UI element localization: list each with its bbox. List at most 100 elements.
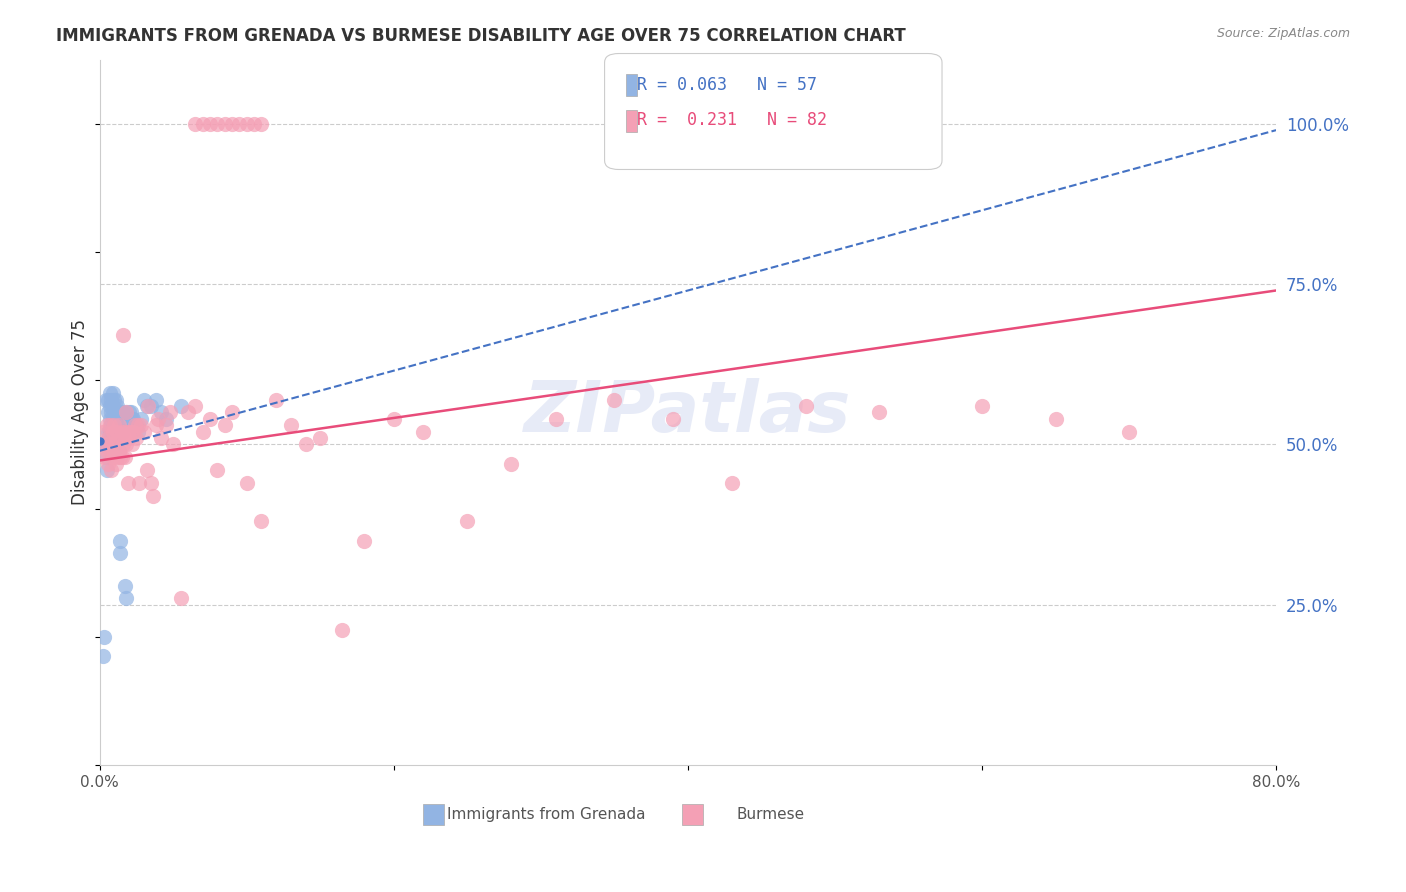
Point xyxy=(105,418,128,433)
Point xyxy=(207,117,229,131)
Point xyxy=(191,425,214,439)
Text: R = 0.063   N = 57: R = 0.063 N = 57 xyxy=(637,76,817,94)
Point xyxy=(98,399,121,413)
Point xyxy=(115,437,138,451)
Point xyxy=(115,591,138,606)
Point xyxy=(97,392,120,407)
Point xyxy=(97,457,120,471)
Point xyxy=(184,399,207,413)
Point xyxy=(114,425,136,439)
Point xyxy=(107,443,129,458)
Text: Burmese: Burmese xyxy=(737,807,804,822)
Point xyxy=(309,431,332,445)
Point xyxy=(207,463,229,477)
Point xyxy=(353,533,375,548)
Point xyxy=(139,399,162,413)
Point xyxy=(122,425,145,439)
Point xyxy=(135,463,157,477)
Point xyxy=(97,405,120,419)
Point xyxy=(250,515,273,529)
Point xyxy=(162,437,184,451)
Point xyxy=(100,463,122,477)
Point xyxy=(221,117,243,131)
Point xyxy=(129,418,152,433)
Point xyxy=(101,425,124,439)
Point xyxy=(235,117,257,131)
Point xyxy=(96,463,118,477)
Point xyxy=(100,431,122,445)
Point xyxy=(94,437,117,451)
Point xyxy=(191,117,214,131)
Point xyxy=(139,475,162,490)
Point xyxy=(96,443,118,458)
Point xyxy=(111,405,134,419)
Point xyxy=(243,117,266,131)
Point xyxy=(501,457,523,471)
Point xyxy=(155,418,177,433)
Point xyxy=(155,411,177,425)
Bar xyxy=(423,804,444,825)
Point xyxy=(125,418,148,433)
Point xyxy=(105,450,128,465)
Point xyxy=(105,399,128,413)
Text: Immigrants from Grenada: Immigrants from Grenada xyxy=(447,807,645,822)
Y-axis label: Disability Age Over 75: Disability Age Over 75 xyxy=(72,319,89,506)
Point xyxy=(110,533,132,548)
Point xyxy=(198,411,221,425)
Point xyxy=(117,475,139,490)
Point xyxy=(544,411,567,425)
Point xyxy=(91,425,114,439)
Point xyxy=(280,418,302,433)
Point xyxy=(117,418,139,433)
Point xyxy=(112,437,135,451)
Point xyxy=(603,392,626,407)
Point xyxy=(97,431,120,445)
Point xyxy=(145,418,167,433)
Point xyxy=(101,386,124,401)
Point xyxy=(382,411,405,425)
Point xyxy=(98,443,121,458)
Point xyxy=(104,392,127,407)
Point xyxy=(94,437,117,451)
Point xyxy=(101,450,124,465)
Point xyxy=(98,418,121,433)
Point xyxy=(112,328,135,343)
Point xyxy=(721,475,744,490)
Point xyxy=(107,405,129,419)
Point xyxy=(136,399,159,413)
Point xyxy=(169,591,191,606)
Point xyxy=(103,405,125,419)
Text: IMMIGRANTS FROM GRENADA VS BURMESE DISABILITY AGE OVER 75 CORRELATION CHART: IMMIGRANTS FROM GRENADA VS BURMESE DISAB… xyxy=(56,27,905,45)
Point xyxy=(456,515,478,529)
Text: R =  0.231   N = 82: R = 0.231 N = 82 xyxy=(637,112,827,129)
Point xyxy=(98,386,121,401)
Point xyxy=(177,405,200,419)
Point xyxy=(135,399,157,413)
Point xyxy=(122,411,145,425)
Point xyxy=(107,418,129,433)
Point xyxy=(105,425,128,439)
Point xyxy=(100,418,122,433)
Point xyxy=(110,431,132,445)
Point xyxy=(412,425,434,439)
Point xyxy=(93,450,115,465)
Bar xyxy=(682,804,703,825)
Point xyxy=(111,425,134,439)
Point xyxy=(662,411,685,425)
Point xyxy=(132,425,155,439)
Point xyxy=(100,443,122,458)
Point xyxy=(104,431,127,445)
Point xyxy=(118,405,141,419)
Point xyxy=(125,431,148,445)
Point xyxy=(110,450,132,465)
Point xyxy=(145,392,167,407)
Point xyxy=(1118,425,1140,439)
Point xyxy=(103,418,125,433)
Point xyxy=(107,425,129,439)
Point xyxy=(1045,411,1067,425)
Point xyxy=(114,578,136,592)
Point xyxy=(114,450,136,465)
Point xyxy=(103,418,125,433)
Point xyxy=(214,117,236,131)
Point xyxy=(127,418,149,433)
